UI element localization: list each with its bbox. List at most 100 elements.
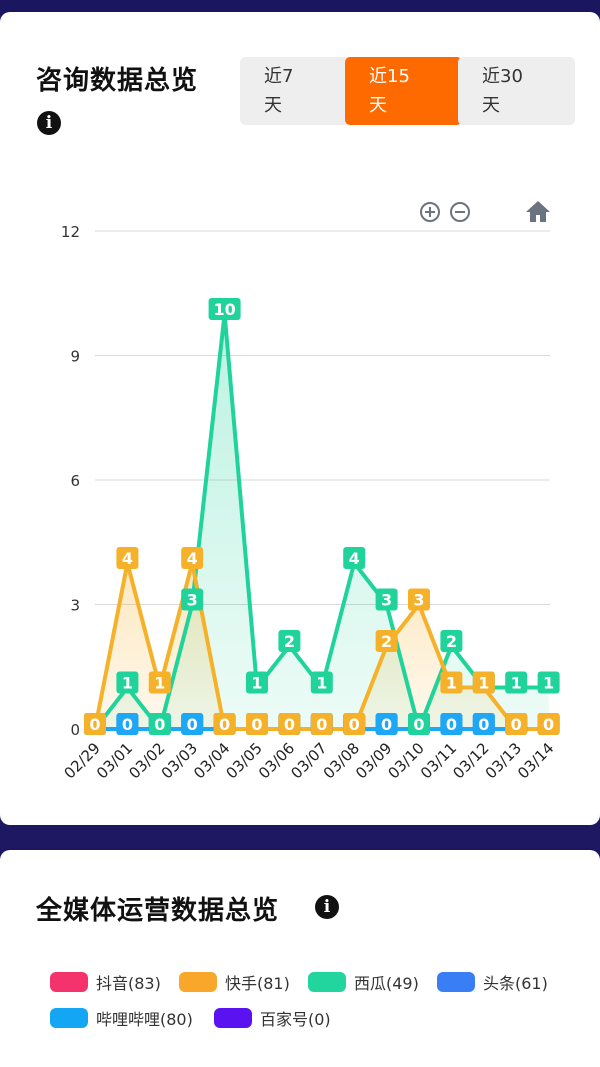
tab-30-days[interactable]: 近30 天 [458, 57, 575, 125]
legend-item-kuaishou[interactable]: 快手(81) [179, 968, 290, 996]
home-icon[interactable] [525, 199, 551, 223]
data-label-bg [181, 547, 204, 569]
data-label-bg [408, 713, 430, 735]
legend-label: 头条(61) [483, 974, 548, 993]
x-tick-label: 03/13 [482, 739, 525, 782]
data-label: 1 [316, 674, 327, 693]
data-label-bg [343, 713, 366, 735]
data-label: 0 [543, 715, 554, 734]
zoom-in-icon[interactable] [418, 200, 442, 224]
data-label: 0 [511, 715, 522, 734]
data-label: 3 [187, 591, 198, 610]
data-label: 0 [251, 715, 262, 734]
x-tick-label: 02/29 [61, 739, 104, 782]
x-tick-label: 03/02 [125, 739, 168, 782]
x-tick-label: 03/12 [449, 739, 492, 782]
data-label-bg [148, 671, 171, 694]
legend-item-xigua[interactable]: 西瓜(49) [308, 968, 419, 996]
data-label: 1 [122, 674, 133, 693]
data-label: 3 [381, 591, 392, 610]
tab-7-days[interactable]: 近7 天 [240, 57, 357, 125]
data-label-bg [375, 588, 398, 611]
data-label: 0 [187, 715, 198, 734]
data-label: 1 [154, 674, 165, 693]
data-label-bg [116, 671, 139, 694]
page-title: 咨询数据总览 [36, 66, 199, 96]
data-label-bg [116, 713, 139, 735]
y-tick-label: 9 [70, 348, 80, 366]
data-label-bg [213, 713, 236, 735]
legend-swatch [308, 972, 346, 992]
y-tick-label: 12 [61, 223, 80, 241]
info-icon[interactable]: i [315, 895, 339, 919]
data-label: 0 [446, 715, 457, 734]
tab-15-days[interactable]: 近15 天 [345, 57, 462, 125]
data-label: 4 [122, 549, 133, 568]
data-label: 1 [446, 674, 457, 693]
data-label: 2 [284, 632, 295, 651]
data-label-bg [208, 298, 241, 320]
data-label: 4 [349, 549, 360, 568]
data-label-bg [440, 671, 463, 694]
data-label-bg [537, 671, 560, 694]
legend-label: 百家号(0) [260, 1010, 331, 1029]
legend-swatch [50, 972, 88, 992]
data-label: 1 [251, 674, 262, 693]
legend-item-bilibili[interactable]: 哔哩哔哩(80) [50, 1004, 193, 1032]
data-label: 1 [543, 674, 554, 693]
zoom-out-icon[interactable] [448, 200, 472, 224]
data-label: 0 [349, 715, 360, 734]
data-label-bg [278, 713, 301, 735]
data-label: 1 [511, 674, 522, 693]
xigua-line [93, 312, 551, 731]
info-icon[interactable]: i [37, 111, 61, 135]
data-label: 2 [381, 632, 392, 651]
data-label: 10 [213, 300, 235, 319]
data-label-bg [310, 671, 333, 694]
x-tick-label: 03/10 [385, 739, 428, 782]
legend-label: 哔哩哔哩(80) [96, 1010, 193, 1029]
y-tick-label: 0 [70, 721, 80, 739]
data-label-bg [505, 671, 528, 694]
legend-item-baijiahao[interactable]: 百家号(0) [214, 1004, 331, 1032]
data-label-bg [375, 630, 398, 652]
legend-label: 西瓜(49) [354, 974, 419, 993]
legend-item-toutiao[interactable]: 头条(61) [437, 968, 548, 996]
data-label: 0 [89, 715, 100, 734]
legend-swatch [179, 972, 217, 992]
legend-label: 抖音(83) [96, 974, 161, 993]
data-label-bg [181, 713, 204, 735]
legend-swatch [214, 1008, 252, 1028]
data-label-bg [310, 713, 333, 735]
data-label-bg [375, 713, 398, 735]
data-label: 0 [478, 715, 489, 734]
data-label-bg [246, 713, 268, 735]
x-tick-label: 03/09 [352, 739, 395, 782]
y-tick-label: 3 [70, 597, 80, 615]
data-label-bg [278, 630, 301, 652]
x-tick-label: 03/14 [514, 739, 557, 782]
data-label-bg [440, 713, 463, 735]
data-label: 0 [381, 715, 392, 734]
x-tick-label: 03/08 [320, 739, 363, 782]
x-tick-label: 03/07 [287, 739, 330, 782]
x-tick-label: 03/04 [190, 739, 233, 782]
data-label-bg [440, 630, 463, 652]
data-label: 0 [219, 715, 230, 734]
data-label-bg [537, 713, 560, 735]
legend-swatch [50, 1008, 88, 1028]
x-tick-label: 03/11 [417, 739, 460, 782]
data-label: 0 [122, 715, 133, 734]
data-label: 1 [478, 674, 489, 693]
data-label-bg [472, 671, 495, 694]
x-tick-label: 03/03 [158, 739, 201, 782]
legend-item-douyin[interactable]: 抖音(83) [50, 968, 161, 996]
data-label-bg [148, 713, 171, 735]
y-tick-label: 6 [70, 472, 80, 490]
data-label: 0 [413, 715, 424, 734]
section-title: 全媒体运营数据总览 [36, 896, 280, 926]
data-label: 3 [413, 591, 424, 610]
data-label: 0 [284, 715, 295, 734]
